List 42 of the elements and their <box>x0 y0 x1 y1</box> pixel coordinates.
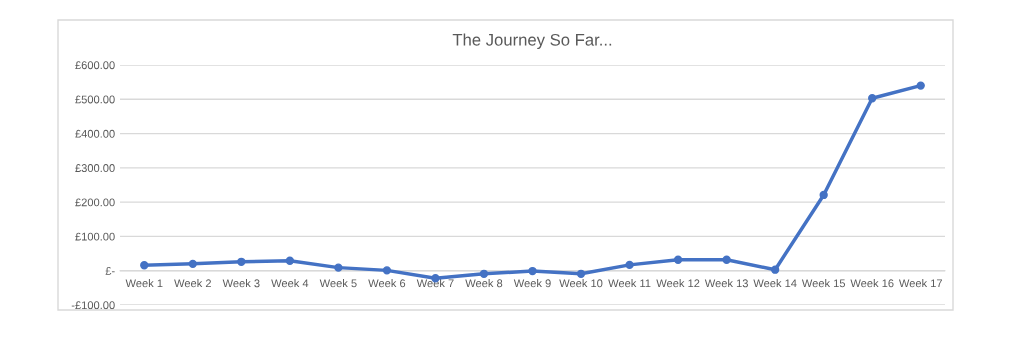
point <box>673 255 683 264</box>
x-tick-label: Week 7 <box>416 279 454 288</box>
x-tick-label: Week 6 <box>368 279 406 288</box>
x-tick-label: Week 14 <box>753 279 797 288</box>
x-tick-label: Week 5 <box>319 279 357 288</box>
y-tick-label: £400.00 <box>75 129 115 138</box>
x-tick-label: Week 15 <box>801 279 846 288</box>
point <box>382 266 392 275</box>
x-tick-label: Week 13 <box>704 279 748 288</box>
point <box>819 190 828 200</box>
point <box>528 266 537 276</box>
y-tick-label: £200.00 <box>75 198 115 207</box>
x-tick-label: Week 12 <box>656 279 700 288</box>
point <box>479 269 489 278</box>
point <box>188 259 197 269</box>
x-tick-label: Week 16 <box>850 279 894 288</box>
y-tick-label: £500.00 <box>75 95 115 104</box>
y-tick-label: -£100.00 <box>71 301 115 310</box>
y-tick-label: £100.00 <box>75 232 115 241</box>
x-tick-label: Week 1 <box>125 279 163 288</box>
x-tick-label: Week 2 <box>174 279 211 288</box>
point <box>770 265 780 274</box>
y-tick-label: £600.00 <box>75 61 115 70</box>
x-tick-label: Week 10 <box>559 279 603 288</box>
y-tick-label: £- <box>105 266 115 275</box>
x-tick-label: Week 8 <box>465 279 503 288</box>
point <box>916 81 925 90</box>
point <box>625 260 634 270</box>
chart-title: The Journey So Far... <box>452 33 612 50</box>
point <box>334 263 343 272</box>
y-tick-label: £300.00 <box>75 164 115 172</box>
x-tick-label: Week 17 <box>898 279 943 288</box>
x-tick-label: Week 11 <box>608 279 651 288</box>
x-tick-label: Week 3 <box>222 279 260 288</box>
x-tick-label: Week 9 <box>513 279 551 288</box>
point <box>868 94 877 103</box>
x-tick-label: Week 4 <box>271 279 309 288</box>
point <box>576 269 586 278</box>
point <box>140 261 149 270</box>
point <box>722 255 731 264</box>
point <box>237 257 246 266</box>
point <box>285 256 295 265</box>
